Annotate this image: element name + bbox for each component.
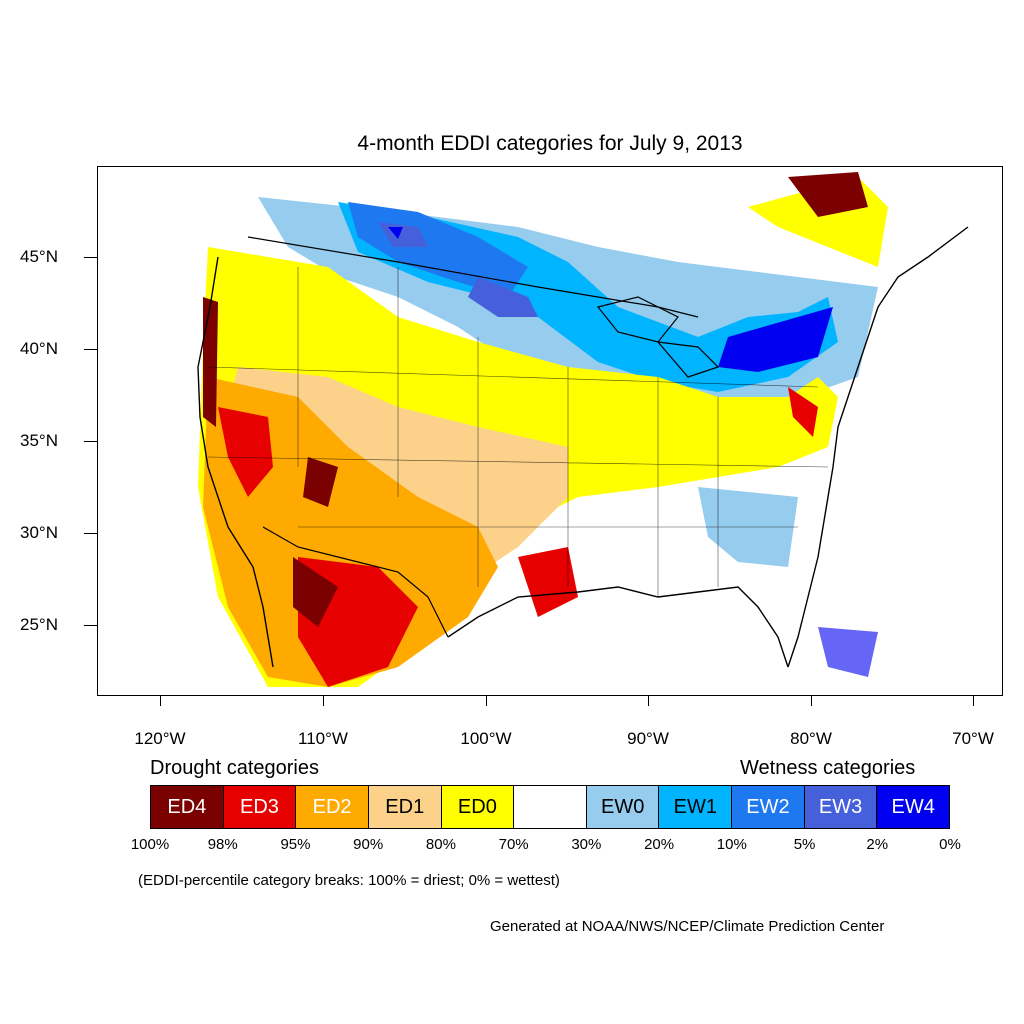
map-title: 4-month EDDI categories for July 9, 2013 (357, 132, 743, 155)
state-lines (207, 267, 829, 597)
legend-break-label: 95% (280, 836, 311, 853)
legend-break-label: 98% (207, 836, 238, 853)
lat-tick (84, 625, 97, 626)
wet-region-ew3 (378, 222, 538, 317)
lon-label: 90°W (627, 729, 669, 748)
legend-break-label: 10% (716, 836, 747, 853)
legend-cell-ew2: EW2 (732, 786, 805, 828)
wet-region-ew4 (388, 227, 833, 372)
map-panel (97, 166, 1003, 696)
category-note: (EDDI-percentile category breaks: 100% =… (138, 872, 560, 889)
legend-cell-ew3: EW3 (804, 786, 878, 828)
lat-tick (84, 533, 97, 534)
drought-heading: Drought categories (150, 757, 319, 779)
lon-tick (160, 696, 161, 706)
legend-break-label: 20% (644, 836, 675, 853)
lat-label: 30°N (20, 523, 58, 542)
legend-break-label: 5% (793, 836, 816, 853)
legend-cell-ed3: ED3 (223, 786, 297, 828)
lat-tick (84, 349, 97, 350)
lon-tick (811, 696, 812, 706)
legend-cell-ew0: EW0 (586, 786, 660, 828)
legend-break-label: 2% (866, 836, 889, 853)
eddi-map (197, 172, 969, 687)
legend-cell-ed4: ED4 (151, 786, 224, 828)
lat-label: 25°N (20, 615, 58, 634)
lon-label: 120°W (134, 729, 186, 748)
legend-colorbar: ED4 ED3 ED2 ED1 ED0 EW0 EW1 EW2 EW3 EW4 (150, 785, 950, 829)
legend-cell-normal (514, 786, 587, 828)
lon-label: 110°W (298, 729, 348, 748)
lat-label: 45°N (20, 247, 58, 266)
legend-break-label: 70% (498, 836, 529, 853)
legend-cell-ew1: EW1 (659, 786, 733, 828)
legend-cell-ed2: ED2 (296, 786, 369, 828)
great-lakes (596, 296, 720, 378)
legend-break-label: 90% (353, 836, 384, 853)
wet-region-florida (818, 627, 878, 677)
legend-cell-ed1: ED1 (368, 786, 442, 828)
legend-break-label: 0% (939, 836, 961, 853)
mexico-border (262, 526, 449, 638)
legend-break-label: 100% (130, 836, 170, 853)
wetness-heading: Wetness categories (740, 757, 916, 779)
lon-tick (648, 696, 649, 706)
lat-label: 40°N (20, 339, 58, 358)
legend-cell-ew4: EW4 (877, 786, 950, 828)
lat-tick (84, 441, 97, 442)
credit-line: Generated at NOAA/NWS/NCEP/Climate Predi… (490, 918, 885, 935)
dry-region-ed2 (203, 377, 498, 687)
lon-label: 100°W (460, 729, 512, 748)
legend-cell-ed0: ED0 (441, 786, 515, 828)
east-coast (787, 226, 969, 668)
lon-label: 70°W (952, 729, 994, 748)
legend-break-label: 30% (571, 836, 602, 853)
lon-tick (973, 696, 974, 706)
dry-region-ed3 (218, 387, 818, 687)
lon-label: 80°W (790, 729, 832, 748)
lon-tick (323, 696, 324, 706)
gulf-coast (447, 586, 789, 668)
lat-tick (84, 257, 97, 258)
west-coast (197, 256, 274, 668)
legend-break-label: 80% (425, 836, 456, 853)
lat-label: 35°N (20, 431, 58, 450)
lon-tick (486, 696, 487, 706)
us-border-north (247, 236, 699, 318)
